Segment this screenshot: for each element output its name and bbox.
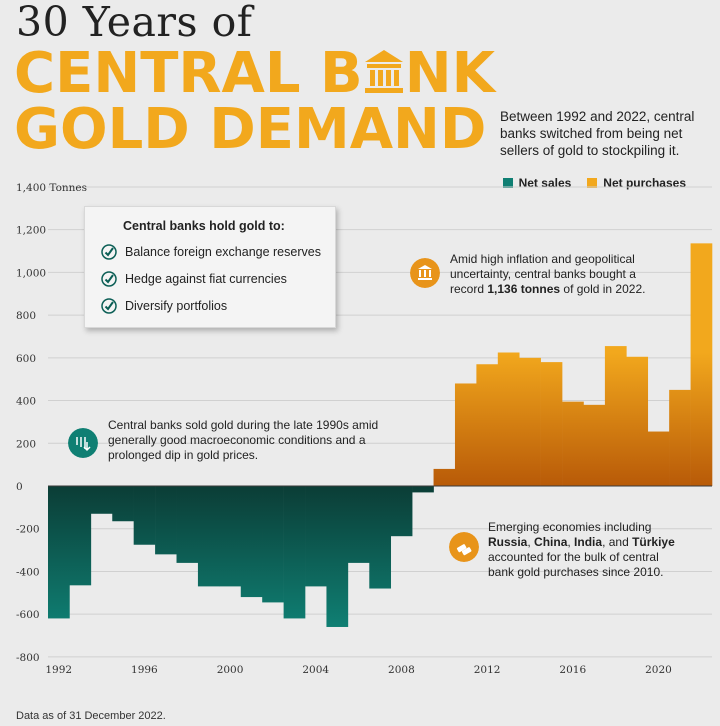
bar-net-sale bbox=[112, 486, 134, 522]
bar-net-sale bbox=[155, 486, 177, 555]
reason-label: Balance foreign exchange reserves bbox=[125, 245, 321, 259]
annotation-record-highlight: 1,136 tonnes bbox=[487, 282, 561, 296]
annotation-emerging-separator: , bbox=[527, 535, 535, 549]
bar-net-sale bbox=[90, 486, 113, 514]
bar-net-sale bbox=[240, 486, 263, 598]
annotation-emerging-text-c: accounted for the bulk of central bank g… bbox=[488, 550, 664, 579]
y-tick-label: -400 bbox=[16, 566, 40, 578]
down-trend-icon bbox=[68, 428, 98, 458]
x-tick-label: 2008 bbox=[388, 664, 415, 676]
check-icon bbox=[101, 298, 117, 314]
bar-net-sale bbox=[133, 486, 156, 545]
bank-icon bbox=[410, 258, 440, 288]
bar-net-purchase bbox=[519, 357, 541, 486]
legend-swatch-purchases bbox=[587, 178, 598, 188]
x-tick-label: 1992 bbox=[45, 664, 72, 676]
annotation-emerging-country: China bbox=[534, 535, 568, 549]
bar-net-sale bbox=[305, 486, 327, 587]
reason-item: Diversify portfolios bbox=[101, 298, 335, 314]
gold-bars-icon bbox=[449, 532, 479, 562]
bar-net-sale bbox=[283, 486, 306, 619]
title-line-2: GOLD DEMAND bbox=[14, 97, 487, 162]
y-tick-label: -800 bbox=[16, 652, 40, 664]
y-tick-label: 1,200 bbox=[16, 225, 46, 237]
bar-net-purchase bbox=[454, 383, 477, 486]
footnote: Data as of 31 December 2022. bbox=[16, 710, 166, 722]
annotation-sold: Central banks sold gold during the late … bbox=[108, 418, 379, 462]
annotation-record-text-c: of gold in 2022. bbox=[560, 282, 646, 296]
bar-net-sale bbox=[262, 486, 284, 603]
bar-net-sale bbox=[369, 486, 392, 589]
y-tick-label: -600 bbox=[16, 609, 40, 621]
y-tick-label: 600 bbox=[16, 353, 36, 365]
bar-net-purchase bbox=[583, 404, 606, 486]
intro-text: Between 1992 and 2022, central banks swi… bbox=[500, 109, 695, 158]
bar-net-purchase bbox=[669, 389, 691, 486]
annotation-emerging-country: India bbox=[574, 535, 603, 549]
y-tick-label: 0 bbox=[16, 481, 23, 493]
x-tick-label: 2004 bbox=[302, 664, 329, 676]
bar-net-purchase bbox=[476, 364, 499, 486]
annotation-record-text-a: Amid high inflation and geopolitical unc… bbox=[450, 252, 636, 296]
bar-net-sale bbox=[176, 486, 199, 563]
y-tick-label: 400 bbox=[16, 396, 36, 408]
y-tick-label: -200 bbox=[16, 524, 40, 536]
bar-net-purchase bbox=[497, 352, 520, 486]
annotation-emerging: Emerging economies including Russia, Chi… bbox=[488, 520, 688, 580]
bar-net-purchase bbox=[562, 401, 584, 486]
bar-net-sale bbox=[412, 486, 434, 493]
reasons-box: Central banks hold gold to: Balance fore… bbox=[84, 206, 336, 328]
x-tick-label: 2012 bbox=[474, 664, 501, 676]
y-tick-label: 1,000 bbox=[16, 267, 46, 279]
annotation-emerging-separator: , bbox=[567, 535, 575, 549]
y-tick-label: 1,400 Tonnes bbox=[16, 182, 87, 194]
bar-net-sale bbox=[69, 486, 92, 586]
reason-label: Hedge against fiat currencies bbox=[125, 272, 287, 286]
annotation-emerging-country: Russia bbox=[488, 535, 528, 549]
reason-item: Balance foreign exchange reserves bbox=[101, 244, 335, 260]
title-line-1-part-b: NK bbox=[404, 41, 496, 106]
bar-net-sale bbox=[390, 486, 413, 537]
legend-swatch-sales bbox=[502, 178, 513, 188]
bar-net-purchase bbox=[690, 243, 713, 486]
x-tick-label: 1996 bbox=[131, 664, 158, 676]
y-tick-label: 200 bbox=[16, 438, 36, 450]
bar-net-sale bbox=[326, 486, 349, 627]
y-tick-label: 800 bbox=[16, 310, 36, 322]
bar-net-purchase bbox=[540, 362, 563, 486]
bar-net-purchase bbox=[647, 431, 670, 486]
annotation-emerging-separator: , and bbox=[602, 535, 633, 549]
reasons-title: Central banks hold gold to: bbox=[123, 219, 285, 233]
annotation-record: Amid high inflation and geopolitical unc… bbox=[450, 252, 670, 297]
check-icon bbox=[101, 244, 117, 260]
annotation-emerging-country: Türkiye bbox=[632, 535, 675, 549]
title-line-1: CENTRAL B NK bbox=[14, 46, 495, 102]
check-icon bbox=[101, 271, 117, 287]
x-tick-label: 2000 bbox=[217, 664, 244, 676]
title-top: 30 Years of bbox=[16, 0, 253, 46]
x-tick-label: 2016 bbox=[559, 664, 586, 676]
bar-net-purchase bbox=[626, 356, 649, 486]
annotation-emerging-text-a: Emerging economies including bbox=[488, 520, 652, 534]
reason-label: Diversify portfolios bbox=[125, 299, 228, 313]
bar-net-sale bbox=[219, 486, 242, 587]
title-line-1-part-a: CENTRAL B bbox=[14, 41, 363, 106]
bar-net-sale bbox=[347, 486, 370, 563]
x-tick-label: 2020 bbox=[645, 664, 672, 676]
bar-net-purchase bbox=[604, 346, 627, 486]
bank-icon bbox=[364, 50, 403, 93]
bar-net-sale bbox=[197, 486, 220, 587]
bar-net-sale bbox=[48, 486, 70, 619]
bar-net-purchase bbox=[433, 468, 456, 486]
reason-item: Hedge against fiat currencies bbox=[101, 271, 335, 287]
